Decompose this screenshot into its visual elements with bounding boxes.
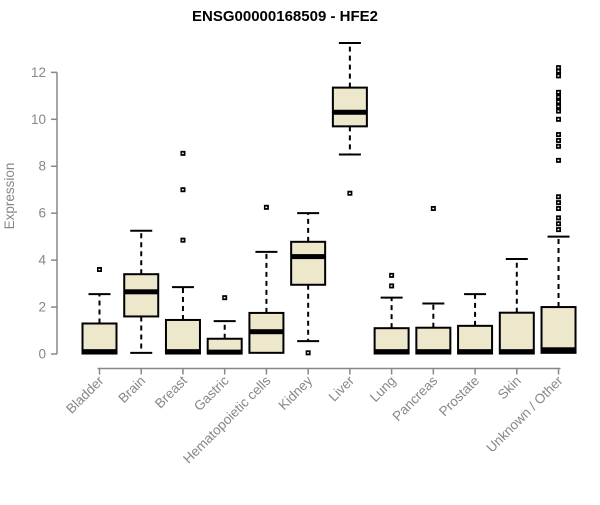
y-tick-label: 0 (38, 347, 46, 362)
outlier-point-center (557, 223, 560, 225)
box (331, 86, 368, 128)
box (290, 240, 327, 286)
x-category-label: Pancreas (390, 373, 441, 424)
box (540, 306, 577, 354)
outlier-point-center (348, 192, 351, 194)
outlier-point-center (557, 100, 560, 103)
y-tick-label: 12 (31, 65, 46, 80)
outlier-point-center (557, 75, 560, 77)
median-line (165, 349, 200, 355)
box (164, 318, 201, 355)
median-line (458, 349, 493, 355)
median-line (291, 254, 326, 260)
box (498, 311, 535, 355)
outlier-point-center (557, 201, 560, 204)
outlier-point-center (557, 91, 560, 94)
outlier-point-center (557, 217, 560, 219)
x-category-label: Lung (367, 373, 399, 405)
x-category-label: Brain (115, 373, 148, 406)
x-category-label: Unknown / Other (483, 373, 566, 456)
outlier-point-center (265, 206, 268, 209)
outlier-point-center (557, 159, 560, 162)
outlier-point-center (98, 268, 101, 271)
y-tick-label: 8 (38, 159, 46, 174)
box (457, 324, 494, 355)
outlier-point-center (557, 118, 560, 120)
median-line (541, 347, 576, 353)
outlier-point-center (390, 274, 393, 277)
outlier-point-center (557, 196, 560, 198)
y-tick-label: 10 (31, 112, 46, 127)
chart-title: ENSG00000168509 - HFE2 (192, 8, 378, 25)
outlier-point-center (557, 133, 560, 136)
x-category-label: Skin (495, 373, 524, 402)
x-category-label: Bladder (63, 373, 107, 417)
y-tick-label: 6 (38, 206, 46, 221)
x-category-label: Gastric (191, 373, 232, 414)
y-axis-title: Expression (2, 163, 17, 230)
outlier-point-center (557, 105, 560, 108)
outlier-point-center (557, 139, 560, 142)
outlier-point-center (557, 110, 560, 112)
outlier-point-center (223, 296, 226, 299)
x-category-label: Liver (326, 373, 358, 405)
x-category-label: Prostate (436, 373, 482, 419)
x-category-label: Breast (152, 373, 190, 411)
x-category-label: Kidney (275, 373, 315, 413)
outlier-point-center (432, 207, 435, 210)
outlier-point-center (557, 96, 560, 98)
outlier-point-center (557, 228, 560, 231)
outlier-point-center (390, 285, 393, 287)
y-tick-label: 2 (38, 300, 46, 315)
outlier-point-center (181, 239, 184, 241)
median-line (82, 349, 117, 355)
median-line (124, 289, 159, 295)
median-line (249, 329, 284, 335)
y-tick-label: 4 (38, 253, 46, 268)
outlier-point-center (557, 66, 560, 69)
outlier-point-center (181, 189, 184, 191)
outlier-point-center (557, 145, 560, 147)
box (81, 322, 118, 355)
median-line (374, 349, 409, 355)
median-line (499, 349, 534, 355)
median-line (332, 109, 367, 115)
outlier-point-center (557, 207, 560, 210)
outlier-point-center (307, 352, 309, 354)
median-line (416, 349, 451, 355)
outlier-point-center (557, 70, 560, 72)
outlier-point-center (181, 152, 184, 155)
box (123, 273, 160, 318)
median-line (207, 349, 242, 355)
